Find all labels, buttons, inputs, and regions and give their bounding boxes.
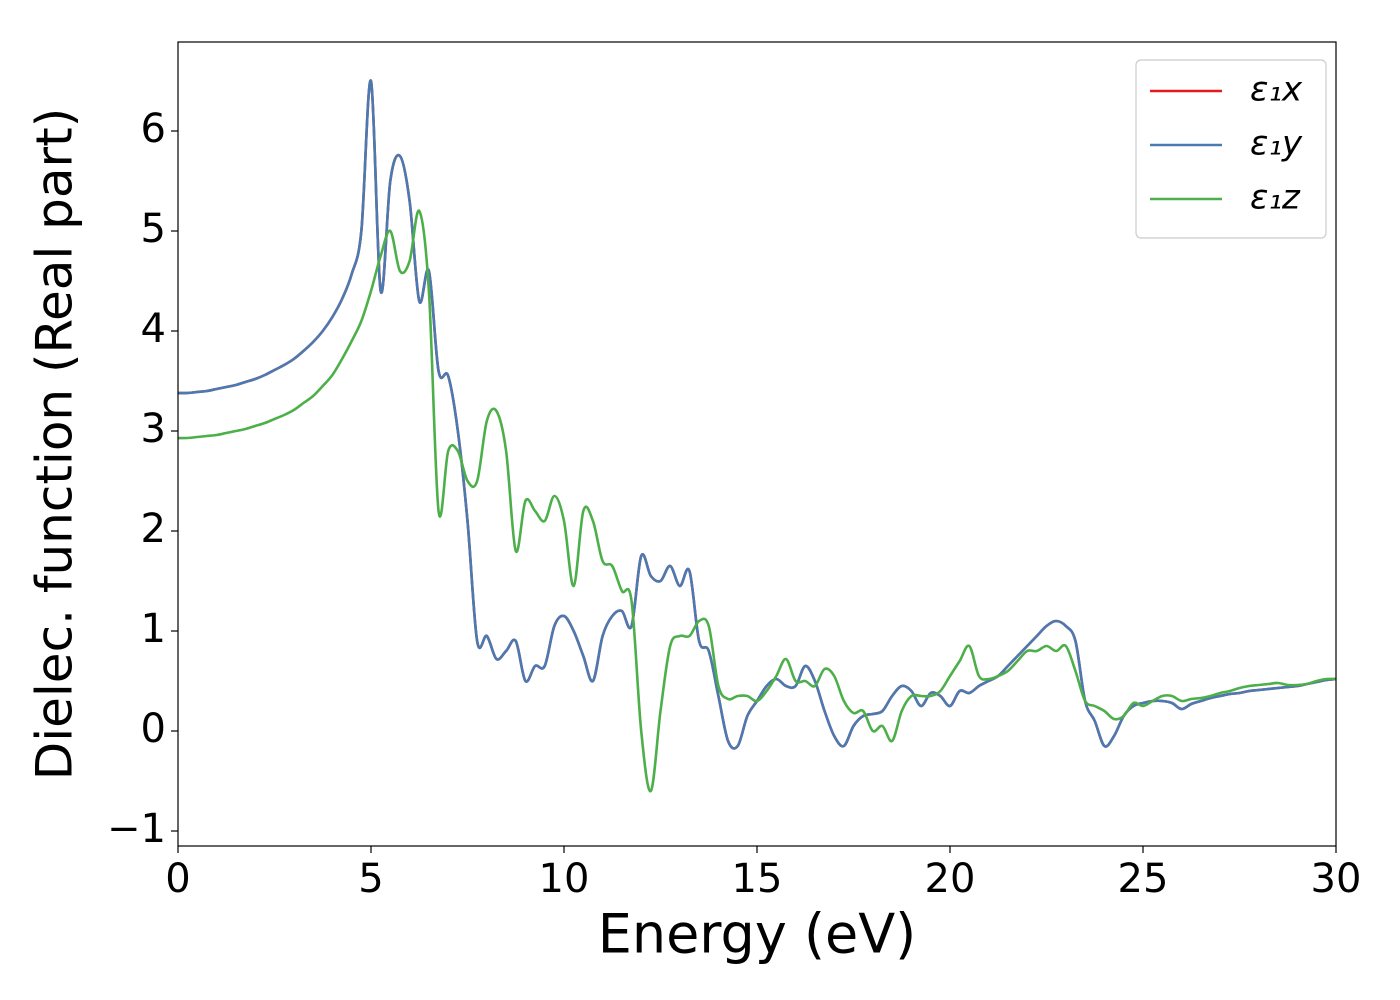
- y-tick-label: 0: [141, 706, 166, 752]
- x-tick-label: 25: [1118, 856, 1169, 902]
- legend-box: [1135, 59, 1327, 239]
- x-tick-label: 5: [358, 856, 383, 902]
- y-tick-label: 3: [141, 406, 166, 452]
- y-tick-label: 5: [141, 206, 166, 252]
- y-axis-label: Dielec. function (Real part): [26, 108, 84, 780]
- x-tick-label: 30: [1311, 856, 1362, 902]
- y-tick-label: 4: [141, 306, 166, 352]
- x-tick-label: 20: [925, 856, 976, 902]
- legend-label: ε₁x: [1250, 70, 1303, 110]
- x-tick-label: 0: [165, 856, 190, 902]
- plot-frame: [177, 41, 1337, 847]
- legend-label: ε₁z: [1250, 178, 1301, 218]
- x-tick-label: 15: [732, 856, 783, 902]
- y-tick-label: −1: [107, 806, 166, 852]
- y-tick-label: 1: [141, 606, 166, 652]
- series-line: [178, 209, 1336, 793]
- legend-label: ε₁y: [1250, 124, 1303, 164]
- y-tick-label: 2: [141, 506, 166, 552]
- x-axis-label: Energy (eV): [598, 903, 917, 966]
- x-tick-label: 10: [539, 856, 590, 902]
- y-tick-label: 6: [141, 106, 166, 152]
